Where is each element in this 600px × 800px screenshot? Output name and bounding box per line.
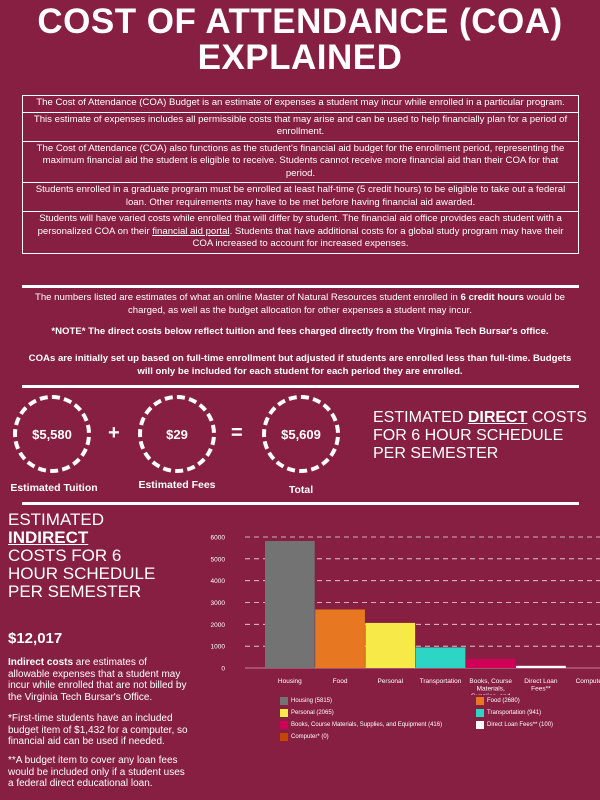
tuition-label: Estimated Tuition xyxy=(10,482,98,494)
direct-heading-b: COSTS FOR 6 HOUR SCHEDULE PER SEMESTER xyxy=(373,409,587,462)
x-tick-label: Transportation xyxy=(420,678,462,685)
info-row-4: Students enrolled in a graduate program … xyxy=(23,183,578,212)
tuition-value: $5,580 xyxy=(32,426,72,442)
legend-label: Transportation (941) xyxy=(487,710,542,716)
legend-swatch xyxy=(476,721,484,729)
legend-swatch xyxy=(280,733,288,741)
x-tick-label: Computer* xyxy=(576,678,600,685)
legend-label: Direct Loan Fees** (100) xyxy=(487,722,554,728)
note-1-a: The numbers listed are estimates of what… xyxy=(34,292,461,303)
indirect-heading-line-1: ESTIMATED xyxy=(8,510,105,529)
note-1-bold: 6 credit hours xyxy=(460,292,524,303)
direct-heading-a: ESTIMATED xyxy=(373,409,468,426)
total-circle: $5,609 xyxy=(262,395,340,473)
info-row-2: This estimate of expenses includes all p… xyxy=(23,113,578,142)
indirect-total: $12,017 xyxy=(8,630,63,647)
legend-swatch xyxy=(476,709,484,717)
indirect-definition-bold: Indirect costs xyxy=(8,657,74,668)
y-tick-label: 6000 xyxy=(211,535,226,542)
financial-aid-portal-link[interactable]: financial aid portal xyxy=(152,225,230,237)
note-credit-hours: The numbers listed are estimates of what… xyxy=(24,292,576,317)
direct-costs-heading: ESTIMATED DIRECT COSTS FOR 6 HOUR SCHEDU… xyxy=(373,409,588,463)
note-coa-enrollment: COAs are initially set up based on full-… xyxy=(28,353,572,377)
info-row-5: Students will have varied costs while en… xyxy=(23,212,578,253)
total-label: Total xyxy=(288,484,314,496)
bar-3 xyxy=(415,647,466,668)
bar-4 xyxy=(465,658,516,668)
fees-label: Estimated Fees xyxy=(138,479,216,491)
title-line-1: COST OF ATTENDANCE (COA) xyxy=(37,2,563,41)
fees-circle: $29 xyxy=(138,395,216,473)
info-row-1: The Cost of Attendance (COA) Budget is a… xyxy=(23,96,578,113)
computer-note: *First-time students have an included bu… xyxy=(8,713,188,747)
note-direct-costs: *NOTE* The direct costs below reflect tu… xyxy=(51,326,549,337)
legend-item: Direct Loan Fees** (100) xyxy=(476,721,553,729)
legend-label: Housing (5815) xyxy=(291,698,333,704)
bar-2 xyxy=(365,622,416,668)
legend-label: Food (2680) xyxy=(487,698,520,704)
x-tick-label: Direct Loan Fees** xyxy=(524,678,558,693)
y-tick-label: 4000 xyxy=(211,578,226,585)
indirect-costs-heading: ESTIMATED INDIRECT COSTS FOR 6 HOUR SCHE… xyxy=(8,511,168,601)
legend-item: Transportation (941) xyxy=(476,709,541,717)
loan-fee-note: **A budget item to cover any loan fees w… xyxy=(8,755,185,789)
legend-item: Housing (5815) xyxy=(280,697,332,705)
indirect-heading-bold: INDIRECT xyxy=(8,528,89,547)
legend-item: Computer* (0) xyxy=(280,733,329,741)
total-value: $5,609 xyxy=(281,426,321,442)
info-row-5-text-a: Students will have varied costs while en… xyxy=(37,213,562,237)
legend-swatch xyxy=(280,697,288,705)
indirect-heading-rest: COSTS FOR 6 HOUR SCHEDULE PER SEMESTER xyxy=(8,546,156,601)
y-tick-label: 0 xyxy=(221,666,225,673)
legend-item: Books, Course Materials, Supplies, and E… xyxy=(280,721,442,729)
info-row-5-text-b: . Students that have additional costs fo… xyxy=(192,225,564,250)
x-tick-label: Food xyxy=(333,678,348,685)
page-title: COST OF ATTENDANCE (COA) EXPLAINED xyxy=(0,4,600,76)
legend-swatch xyxy=(280,721,288,729)
y-tick-label: 1000 xyxy=(211,644,226,651)
bar-1 xyxy=(315,609,365,668)
bar-5 xyxy=(516,665,566,668)
note-1-b: would be charged, as well as the budget … xyxy=(128,292,566,316)
x-tick-label: Personal xyxy=(377,678,403,685)
legend-item: Food (2680) xyxy=(476,697,520,705)
divider-top xyxy=(22,285,579,288)
legend-swatch xyxy=(280,709,288,717)
legend-item: Personal (2065) xyxy=(280,709,334,717)
info-box: The Cost of Attendance (COA) Budget is a… xyxy=(22,95,579,254)
equals-sign: = xyxy=(231,422,243,444)
title-line-2: EXPLAINED xyxy=(197,38,403,77)
y-tick-label: 2000 xyxy=(211,622,226,629)
x-tick-label: Housing xyxy=(278,678,302,685)
indirect-costs-chart: 0 1000 2000 3000 4000 5000 6000 Housing Food Pers… xyxy=(205,525,600,800)
divider-bottom xyxy=(22,502,579,505)
legend-label: Computer* (0) xyxy=(291,734,329,740)
plus-sign: + xyxy=(108,422,120,444)
info-row-3: The Cost of Attendance (COA) also functi… xyxy=(23,142,578,183)
chart-legend: Housing (5815) Food (2680) Personal (2065)… xyxy=(280,697,600,797)
legend-label: Books, Course Materials, Supplies, and E… xyxy=(291,722,443,728)
indirect-definition-rest: are estimates of allowable expenses that… xyxy=(8,657,187,703)
indirect-definition: Indirect costs are estimates of allowabl… xyxy=(8,657,188,703)
fees-value: $29 xyxy=(166,426,188,442)
direct-heading-bold: DIRECT xyxy=(467,409,528,426)
y-tick-label: 5000 xyxy=(211,556,226,563)
legend-swatch xyxy=(476,697,484,705)
bar-0 xyxy=(265,541,315,668)
y-tick-label: 3000 xyxy=(211,600,226,607)
legend-label: Personal (2065) xyxy=(291,710,334,716)
divider-middle xyxy=(22,385,579,388)
bar-chart-svg: 0 1000 2000 3000 4000 5000 6000 Housing Food Pers… xyxy=(211,535,600,708)
tuition-circle: $5,580 xyxy=(13,395,91,473)
